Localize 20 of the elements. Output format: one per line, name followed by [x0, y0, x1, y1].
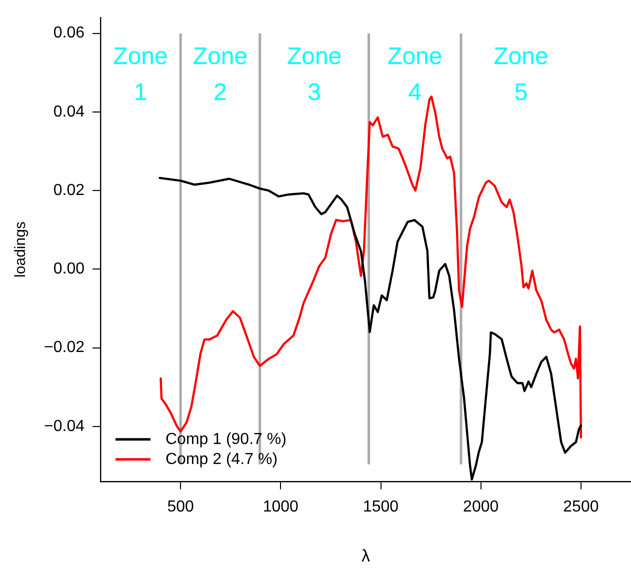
annotation: Zone 2: [192, 43, 248, 106]
y-tick-label: 0.04: [53, 103, 85, 120]
y-tick-label: 0.06: [53, 24, 85, 42]
annotation: Zone 5: [494, 43, 548, 106]
y-tick-label: 0.02: [53, 182, 85, 199]
annotation: Zone 4: [388, 43, 442, 106]
y-tick-label: 0.00: [53, 260, 85, 278]
x-tick-label: 2500: [563, 498, 599, 516]
y-tick-label: −0.02: [44, 339, 85, 356]
legend-label: Comp 1 (90.7 %): [165, 430, 286, 448]
x-tick-label: 1500: [362, 498, 399, 516]
x-tick-label: 1000: [262, 498, 299, 516]
x-axis-title: λ: [361, 546, 370, 566]
legend-label: Comp 2 (4.7 %): [165, 450, 278, 468]
x-tick-label: 500: [167, 498, 194, 516]
annotation: Zone 3: [286, 43, 342, 106]
x-tick-label: 2000: [463, 498, 499, 516]
annotation: Zone 1: [113, 43, 168, 106]
y-axis-title: loadings: [12, 222, 30, 278]
y-tick-label: −0.04: [44, 418, 85, 435]
